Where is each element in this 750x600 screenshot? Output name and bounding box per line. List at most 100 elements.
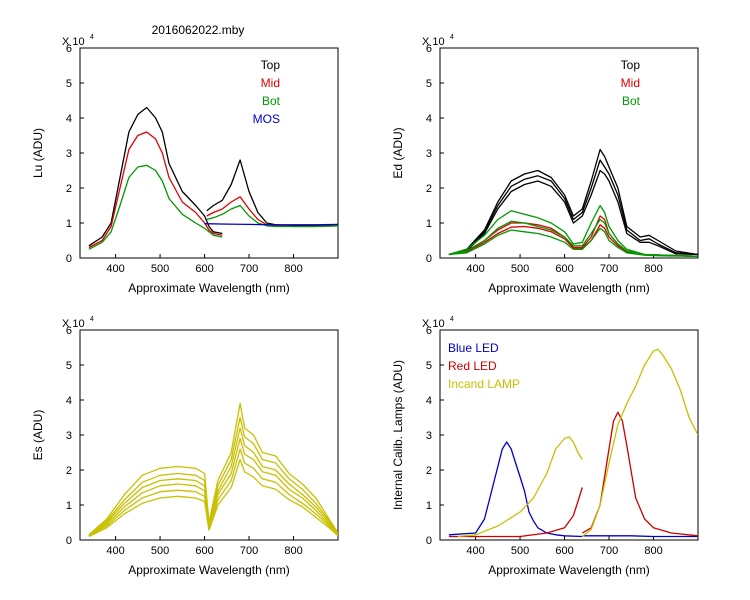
series-line-top — [448, 159, 698, 256]
x-tick-label: 800 — [284, 263, 302, 275]
series-line-mid — [88, 131, 223, 249]
y-tick-label: 6 — [426, 43, 432, 55]
y-tick-label: 0 — [426, 535, 432, 547]
legend-bot: Bot — [622, 94, 641, 108]
series-group — [88, 106, 338, 250]
scale-exponent: 4 — [90, 34, 94, 41]
x-tick-label: 700 — [600, 263, 618, 275]
panel-es: 0 1 2 3 4 5 6 400 500 600 700 800 Approximate Wavele… — [31, 316, 339, 577]
series-line-es — [88, 437, 338, 537]
legend-mos: MOS — [253, 112, 280, 126]
y-tick-label: 4 — [426, 395, 432, 407]
series-line-bot — [448, 204, 698, 257]
series-group — [88, 402, 338, 538]
x-tick-label: 700 — [600, 545, 618, 557]
y-tick-label: 0 — [66, 535, 72, 547]
y-tick-label: 4 — [66, 395, 72, 407]
series-line-bot — [88, 164, 223, 250]
y-tick-label: 0 — [66, 253, 72, 265]
y-tick-label: 3 — [66, 430, 72, 442]
x-tick-label: 600 — [555, 545, 573, 557]
y-tick-label: 5 — [66, 78, 72, 90]
x-axis-label: Approximate Wavelength (nm) — [128, 281, 290, 295]
y-tick-label: 1 — [426, 218, 432, 230]
series-line-bot — [448, 218, 698, 257]
x-axis-label: Approximate Wavelength (nm) — [128, 563, 290, 577]
x-tick-label: 600 — [195, 263, 213, 275]
series-line-es — [88, 427, 338, 537]
series-line-es — [88, 458, 338, 538]
legend-mid: Mid — [261, 76, 280, 90]
y-axis-label: Lu (ADU) — [31, 128, 45, 178]
series-line-blue-led — [582, 535, 698, 538]
scale-exponent: 4 — [90, 316, 94, 323]
y-axis-label: Es (ADU) — [31, 410, 45, 461]
scale-multiplier: X 10 — [62, 36, 85, 48]
y-axis-label: Internal Calib. Lamps (ADU) — [391, 360, 405, 510]
y-tick-label: 6 — [426, 325, 432, 337]
y-tick-label: 6 — [66, 325, 72, 337]
x-tick-label: 700 — [240, 545, 258, 557]
series-line-es — [88, 402, 338, 536]
y-tick-label: 6 — [66, 43, 72, 55]
series-line-incand-lamp — [457, 436, 583, 538]
panel-ed: 0 1 2 3 4 5 6 400 500 600 700 800 Approximate Wavele… — [391, 34, 699, 295]
scale-exponent: 4 — [450, 34, 454, 41]
x-tick-label: 600 — [555, 263, 573, 275]
x-axis-label: Approximate Wavelength (nm) — [488, 563, 650, 577]
legend-top: Top — [261, 58, 281, 72]
x-tick-label: 500 — [151, 263, 169, 275]
x-tick-label: 400 — [466, 545, 484, 557]
x-tick-label: 400 — [106, 545, 124, 557]
y-tick-label: 5 — [426, 78, 432, 90]
series-line-red-led — [448, 487, 583, 538]
y-tick-label: 3 — [426, 430, 432, 442]
y-tick-label: 2 — [426, 183, 432, 195]
y-tick-label: 3 — [426, 148, 432, 160]
y-tick-label: 1 — [66, 500, 72, 512]
series-line-es — [88, 448, 338, 538]
y-tick-label: 4 — [66, 113, 72, 125]
y-tick-label: 4 — [426, 113, 432, 125]
legend-mid: Mid — [621, 76, 640, 90]
series-line-top — [206, 159, 338, 227]
panel-lu: 0 1 2 3 4 5 6 400 500 600 700 800 Approximate Wavele… — [31, 34, 339, 295]
y-tick-label: 2 — [66, 465, 72, 477]
series-line-es — [88, 416, 338, 537]
y-tick-label: 5 — [66, 360, 72, 372]
series-line-top — [448, 169, 698, 256]
y-axis-label: Ed (ADU) — [391, 127, 405, 178]
x-tick-label: 800 — [644, 545, 662, 557]
x-tick-label: 500 — [511, 545, 529, 557]
scale-multiplier: X 10 — [62, 318, 85, 330]
scale-multiplier: X 10 — [422, 318, 445, 330]
series-line-blue-led — [448, 441, 583, 538]
x-tick-label: 400 — [466, 263, 484, 275]
series-line-top — [448, 148, 698, 256]
series-line-bot — [206, 204, 338, 228]
series-line-mos — [204, 223, 338, 226]
y-tick-label: 3 — [66, 148, 72, 160]
panel-lamps: 0 1 2 3 4 5 6 400 500 600 700 800 Approximate Wavele… — [391, 316, 699, 577]
y-tick-label: 1 — [426, 500, 432, 512]
series-line-bot — [448, 227, 698, 257]
legend-blue-led: Blue LED — [448, 341, 499, 355]
legend-bot: Bot — [262, 94, 281, 108]
series-group — [448, 148, 698, 257]
plot-frame — [439, 47, 699, 259]
series-line-mid — [448, 224, 698, 257]
legend-top: Top — [621, 58, 641, 72]
plot-frame — [79, 329, 339, 541]
scale-exponent: 4 — [450, 316, 454, 323]
y-tick-label: 0 — [426, 253, 432, 265]
y-tick-label: 2 — [426, 465, 432, 477]
y-tick-label: 1 — [66, 218, 72, 230]
y-tick-label: 2 — [66, 183, 72, 195]
series-line-top — [88, 106, 223, 247]
figure-title: 2016062022.mby — [152, 23, 245, 37]
series-line-red-led — [581, 411, 698, 537]
legend-red-led: Red LED — [448, 359, 497, 373]
x-tick-label: 800 — [644, 263, 662, 275]
